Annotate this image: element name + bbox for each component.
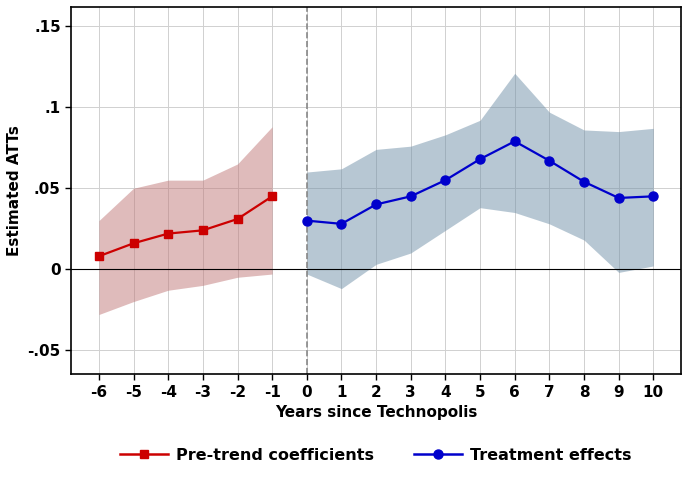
Y-axis label: Estimated ATTs: Estimated ATTs (7, 125, 22, 256)
X-axis label: Years since Technopolis: Years since Technopolis (275, 406, 477, 420)
Legend: Pre-trend coefficients, Treatment effects: Pre-trend coefficients, Treatment effect… (114, 442, 638, 469)
